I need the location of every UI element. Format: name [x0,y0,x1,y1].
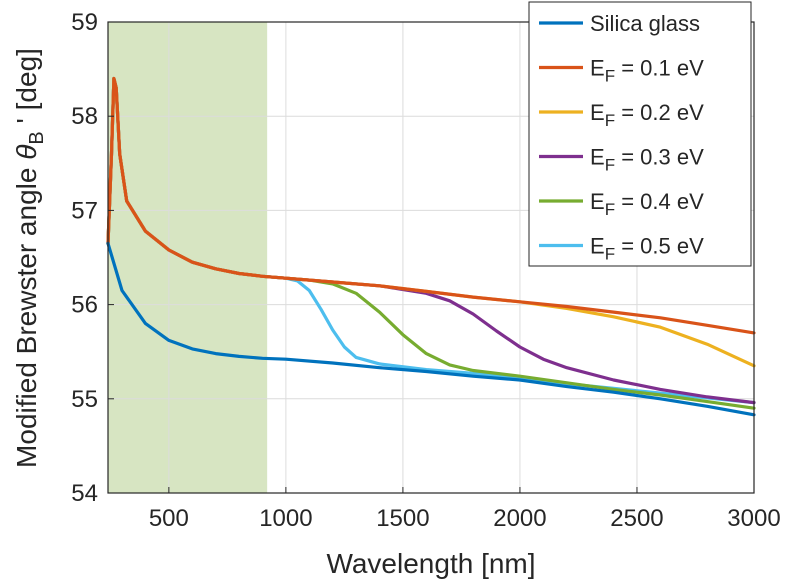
series-layer [106,76,756,417]
y-tick-label: 56 [71,292,98,319]
x-tick-label: 1000 [259,505,312,532]
legend-label: Silica glass [590,11,700,36]
legend-label: EF = 0.2 eV [590,100,704,130]
x-axis-label: Wavelength [nm] [326,548,535,579]
x-tick-label: 2000 [493,505,546,532]
y-tick-label: 55 [71,386,98,413]
legend-label: EF = 0.4 eV [590,189,704,219]
legend-label: EF = 0.3 eV [590,145,704,175]
x-tick-label: 3000 [727,505,780,532]
legend: Silica glass EF = 0.1 eV EF = 0.2 eV EF = 0… [528,1,752,267]
x-tick-label: 2500 [610,505,663,532]
y-tick-label: 59 [71,9,98,36]
y-tick-label: 58 [71,103,98,130]
x-tick-label: 500 [149,505,189,532]
series-line [106,76,756,335]
y-tick-label: 54 [71,480,98,507]
y-tick-label: 57 [71,197,98,224]
x-tick-label: 1500 [376,505,429,532]
legend-label: EF = 0.1 eV [590,56,704,86]
tick-layer: 500 1000 1500 2000 2500 3000 54 55 56 57 58 59 [71,9,780,532]
legend-label: EF = 0.5 eV [590,234,704,264]
axes-frame [107,21,755,494]
y-axis-label: Modified Brewster angle θB ' [deg] [11,48,48,468]
series-line [106,241,756,417]
shaded-region-layer [108,22,268,493]
legend-box [528,1,752,267]
shaded-region [108,22,268,493]
